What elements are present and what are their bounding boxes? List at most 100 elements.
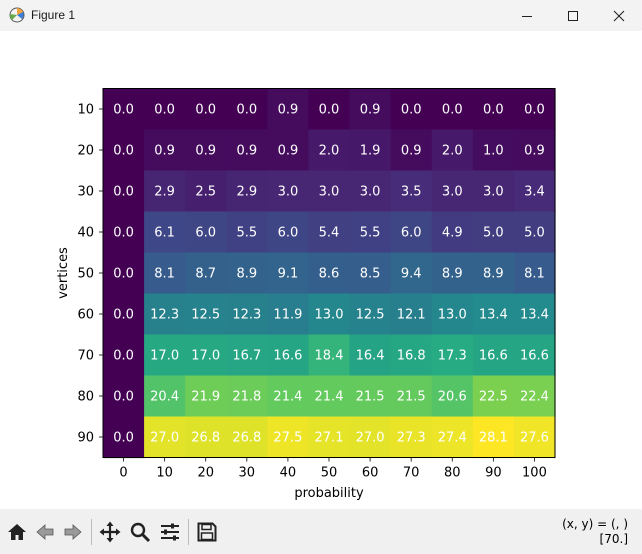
heatmap-cell: [390, 129, 433, 172]
heatmap-cell: [513, 170, 556, 213]
x-axis-label: probability: [294, 486, 364, 501]
cell-value-label: 12.1: [397, 308, 426, 323]
cell-value-label: 22.4: [520, 390, 549, 405]
heatmap-cell: [390, 334, 433, 377]
x-tick-label: 20: [197, 466, 214, 481]
heatmap-cell: [472, 211, 515, 254]
zoom-button[interactable]: [127, 519, 153, 545]
heatmap-cell: [390, 252, 433, 295]
cell-value-label: 3.0: [483, 185, 504, 200]
heatmap-cell: [390, 416, 433, 459]
heatmap-cell: [308, 416, 351, 459]
cell-value-label: 0.9: [195, 144, 216, 159]
home-button[interactable]: [4, 519, 30, 545]
heatmap-cell: [103, 334, 145, 377]
cell-value-label: 3.4: [524, 185, 545, 200]
heatmap-cell: [390, 293, 433, 336]
y-tick-label: 70: [77, 349, 94, 364]
heatmap-cell: [349, 375, 392, 418]
cell-value-label: 3.0: [360, 185, 381, 200]
configure-subplots-button[interactable]: [157, 519, 183, 545]
cell-value-label: 0.9: [360, 103, 381, 118]
cell-value-label: 16.6: [479, 349, 508, 364]
heatmap-cell: [390, 211, 433, 254]
cell-value-label: 21.5: [397, 390, 426, 405]
forward-button[interactable]: [60, 519, 86, 545]
cell-value-label: 0.9: [524, 144, 545, 159]
y-tick-label: 80: [77, 390, 94, 405]
save-button[interactable]: [194, 519, 220, 545]
heatmap-cell: [472, 375, 515, 418]
cell-value-label: 8.7: [195, 267, 216, 282]
back-button[interactable]: [32, 519, 58, 545]
cell-value-label: 2.0: [319, 144, 340, 159]
heatmap-cell: [144, 129, 186, 172]
cell-value-label: 8.9: [442, 267, 463, 282]
heatmap-cell: [103, 416, 145, 459]
cell-value-label: 0.9: [154, 144, 175, 159]
x-tick-label: 0: [119, 466, 127, 481]
cell-value-label: 0.0: [524, 103, 545, 118]
heatmap-chart: 0.0 0.0 0.0 0.0 0.9 0.0 0.9 0.0 0.0 0.0 0.0 0.0 0.9 0…: [56, 88, 556, 501]
heatmap-cell: [472, 88, 515, 131]
x-tick-label: 10: [156, 466, 173, 481]
cell-value-label: 26.8: [191, 431, 220, 446]
heatmap-annotations: 0.0 0.0 0.0 0.0 0.9 0.0 0.9 0.0 0.0 0.0 0.0 0.0 0.9 0…: [113, 103, 549, 446]
y-tick-label: 20: [77, 144, 94, 159]
heatmap-cell: [144, 416, 186, 459]
close-icon: [613, 10, 625, 21]
heatmap-cell: [185, 88, 227, 131]
heatmap-cell: [431, 88, 474, 131]
close-button[interactable]: [596, 0, 642, 31]
y-axis-ticks: 10 20 30 40 50 60 70 80 90: [77, 103, 103, 446]
heatmap-cell: [144, 88, 186, 131]
toolbar-separator: [91, 519, 92, 545]
heatmap-cell: [513, 211, 556, 254]
cell-value-label: 5.0: [524, 226, 545, 241]
minimize-button[interactable]: [504, 0, 550, 31]
heatmap-cell: [513, 375, 556, 418]
cell-value-label: 3.0: [278, 185, 299, 200]
x-tick-label: 80: [444, 466, 461, 481]
cell-value-label: 8.1: [154, 267, 175, 282]
heatmap-cell: [185, 334, 227, 377]
heatmap-cell: [472, 416, 515, 459]
x-tick-label: 40: [280, 466, 297, 481]
heatmap-cell: [472, 334, 515, 377]
cell-value-label: 5.5: [236, 226, 257, 241]
coords-readout: (x, y) = (, ): [562, 517, 628, 531]
cell-value-label: 12.3: [232, 308, 261, 323]
heatmap-cell: [185, 170, 227, 213]
cell-value-label: 13.4: [479, 308, 508, 323]
pan-button[interactable]: [97, 519, 123, 545]
cell-value-label: 1.0: [483, 144, 504, 159]
heatmap-cell: [144, 375, 186, 418]
cell-value-label: 17.3: [438, 349, 467, 364]
maximize-icon: [568, 10, 578, 21]
cell-value-label: 27.5: [273, 431, 302, 446]
heatmap-cell: [226, 293, 268, 336]
configure-subplots-icon: [161, 523, 179, 541]
y-tick-label: 90: [77, 431, 94, 446]
heatmap-cell: [431, 293, 474, 336]
cell-value-label: 0.0: [113, 267, 134, 282]
cell-value-label: 0.9: [278, 144, 299, 159]
minimize-icon: [522, 15, 532, 17]
maximize-button[interactable]: [550, 0, 596, 31]
heatmap-cell: [513, 252, 556, 295]
matplotlib-icon: [9, 7, 25, 23]
heatmap-cell: [103, 293, 145, 336]
heatmap-cell: [185, 129, 227, 172]
cell-value-label: 8.1: [524, 267, 545, 282]
y-tick-label: 10: [77, 103, 94, 118]
heatmap-cell: [308, 170, 351, 213]
heatmap-cell: [185, 293, 227, 336]
cell-value-label: 3.5: [401, 185, 422, 200]
heatmap-cell: [431, 170, 474, 213]
cell-value-label: 5.0: [483, 226, 504, 241]
heatmap-cell: [226, 334, 268, 377]
cell-value-label: 2.9: [236, 185, 257, 200]
x-tick-label: 60: [362, 466, 379, 481]
heatmap-cell: [472, 293, 515, 336]
cell-value-label: 13.4: [520, 308, 549, 323]
